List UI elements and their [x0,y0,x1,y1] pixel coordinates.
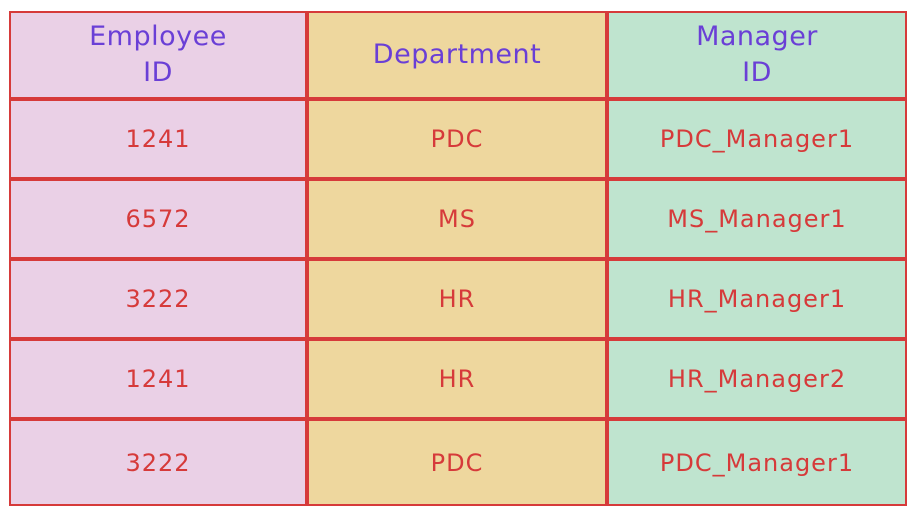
header-department-label: Department [372,39,542,70]
header-employee-id-label: Employee ID [89,21,227,88]
table-row-5-department: PDC [307,419,607,506]
department-value: HR [438,365,476,393]
department-value: MS [438,205,476,233]
manager-id-value: HR_Manager1 [667,285,847,313]
department-value: PDC [430,448,484,477]
employee-id-value: 1241 [125,365,191,393]
table-row-1-department: PDC [307,99,607,179]
table-row-3-manager-id: HR_Manager1 [607,259,907,339]
table-row-5-employee-id: 3222 [9,419,307,506]
table-row-2-manager-id: MS_Manager1 [607,179,907,259]
table-row-1-employee-id: 1241 [9,99,307,179]
employee-id-value: 1241 [125,125,191,153]
manager-id-value: PDC_Manager1 [659,448,855,477]
department-value: HR [438,285,476,313]
table-row-4-manager-id: HR_Manager2 [607,339,907,419]
table-row-5-manager-id: PDC_Manager1 [607,419,907,506]
employee-department-table: Employee ID Department Manager ID 1241 P… [9,11,907,506]
employee-id-value: 6572 [125,205,191,233]
table-row-2-department: MS [307,179,607,259]
table-row-1-manager-id: PDC_Manager1 [607,99,907,179]
table-row-3-department: HR [307,259,607,339]
table-row-3-employee-id: 3222 [9,259,307,339]
header-manager-id: Manager ID [607,11,907,99]
header-manager-id-label: Manager ID [696,21,818,88]
header-department: Department [307,11,607,99]
department-value: PDC [430,125,484,153]
employee-id-value: 3222 [125,448,191,477]
table-row-4-department: HR [307,339,607,419]
employee-id-value: 3222 [125,285,191,313]
table-row-4-employee-id: 1241 [9,339,307,419]
manager-id-value: MS_Manager1 [667,205,847,233]
manager-id-value: PDC_Manager1 [659,125,855,153]
table-row-2-employee-id: 6572 [9,179,307,259]
manager-id-value: HR_Manager2 [667,365,847,393]
header-employee-id: Employee ID [9,11,307,99]
